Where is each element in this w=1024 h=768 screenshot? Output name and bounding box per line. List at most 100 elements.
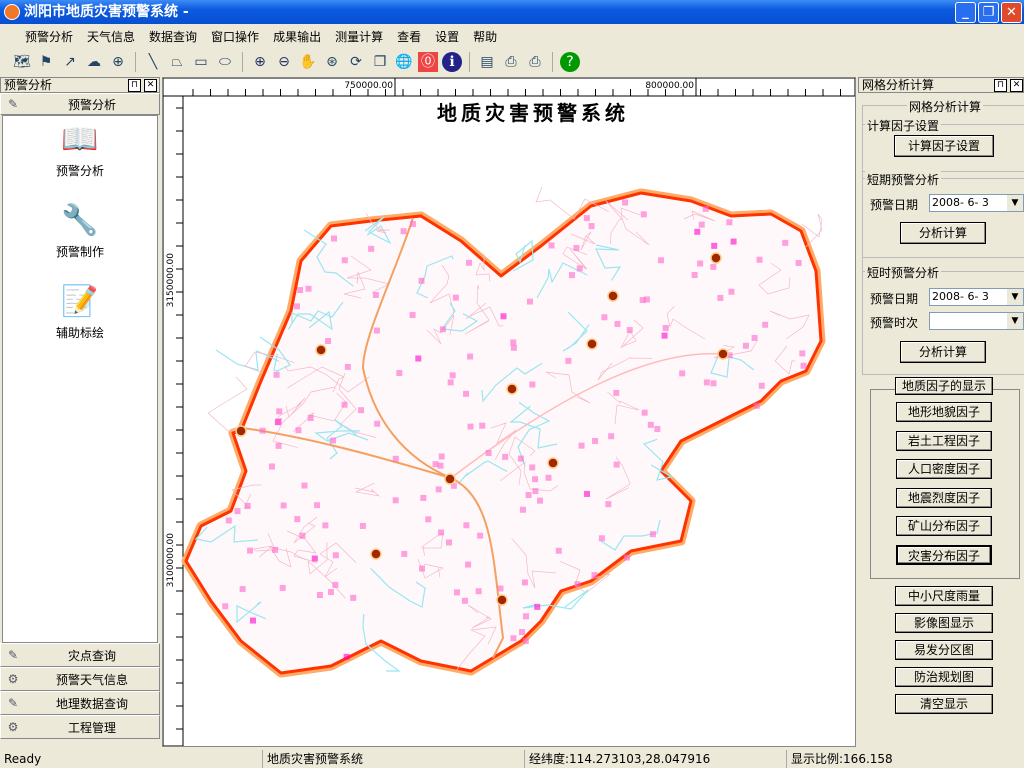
factor-settings-button[interactable]: 计算因子设置 [894,135,994,157]
menu-item[interactable]: 设置 [435,30,460,44]
print-icon[interactable]: ⎙ [505,54,517,70]
section-header[interactable]: ⚙ 预警天气信息 [0,667,160,691]
section-header[interactable]: ⚙ 工程管理 [0,715,160,739]
pin-icon[interactable]: ⊓ [994,79,1007,92]
rectangle-icon[interactable]: ▭ [194,54,208,70]
hazard-cell [762,321,769,328]
close-button[interactable]: ✕ [1001,2,1022,23]
minimize-button[interactable]: _ [955,2,976,23]
flag-icon[interactable]: ⚑ [39,54,53,70]
chevron-down-icon[interactable]: ▼ [1007,195,1023,211]
town-marker[interactable] [547,457,559,469]
hazard-cell [299,532,306,539]
menu-item[interactable]: 查看 [397,30,422,44]
map-layer-button[interactable]: 防治规划图 [895,667,993,687]
target-icon[interactable]: ⊕ [112,54,124,70]
close-icon[interactable]: ✕ [1010,79,1023,92]
hazard-cell [521,579,528,586]
hazard-cell [465,561,472,568]
hazard-cell [461,597,468,604]
hazard-cell [463,390,470,397]
menu-item[interactable]: 天气信息 [87,30,136,44]
panel-tool-item[interactable]: 📝 辅助标绘 [3,284,157,341]
town-marker[interactable] [607,290,619,302]
map-layer-button[interactable]: 清空显示 [895,694,993,714]
town-marker[interactable] [315,344,327,356]
arrow-icon[interactable]: ↗ [64,54,76,70]
map-edit-icon[interactable]: 🗺 [13,54,31,70]
help-icon[interactable]: ? [560,52,580,72]
globe-icon[interactable]: 🌐 [395,54,413,70]
hazard-cell [523,613,530,620]
river [287,366,345,393]
pan-hand-icon[interactable]: ✋ [299,54,317,70]
stop-icon[interactable]: ⓪ [418,52,438,72]
river [570,231,596,251]
close-icon[interactable]: ✕ [144,79,157,92]
image-icon[interactable]: ▤ [480,54,494,70]
panel-tool-item[interactable]: 📖 预警分析 [3,122,157,179]
print-preview-icon[interactable]: ⎙ [529,54,541,70]
river [326,419,358,460]
left-panel: 预警分析 ⊓ ✕ ✎ 预警分析 📖 预警分析 🔧 预警制作 📝 辅助标绘 ✎ 灾点查询 ⚙ 预警天… [0,77,160,747]
town-marker[interactable] [235,425,247,437]
short-time-hour-select[interactable]: ▼ [929,312,1024,330]
zoom-scale-icon[interactable]: ⊛ [326,54,338,70]
info-icon[interactable]: ℹ [442,52,462,72]
hazard-cell [583,215,590,222]
menu-item[interactable]: 帮助 [473,30,498,44]
menu-item[interactable]: 窗口操作 [211,30,260,44]
geo-factor-button[interactable]: 灾害分布因子 [896,544,992,565]
toolbar-separator [552,52,553,72]
pin-icon[interactable]: ⊓ [128,79,141,92]
short-term-date-picker[interactable]: 2008- 6- 3 ▼ [929,194,1024,212]
pen-icon: ✎ [7,97,19,111]
town-marker[interactable] [506,383,518,395]
zoom-in-icon[interactable]: ⊕ [254,54,266,70]
geo-factor-button[interactable]: 地震烈度因子 [896,487,992,508]
section-header[interactable]: ✎ 地理数据查询 [0,691,160,715]
chevron-down-icon[interactable]: ▼ [1007,289,1023,305]
map-view[interactable]: 750000.00 800000.00 3150000.00 3100000.00 地质… [162,77,856,747]
menu-item[interactable]: 预警分析 [25,30,74,44]
town-marker[interactable] [370,548,382,560]
hazard-cell [517,455,524,462]
line-icon[interactable]: ╲ [148,54,158,70]
town-marker[interactable] [586,338,598,350]
menu-item[interactable]: 成果输出 [273,30,322,44]
short-term-analyze-button[interactable]: 分析计算 [900,222,986,244]
refresh-icon[interactable]: ⟳ [350,54,362,70]
geo-factor-button[interactable]: 矿山分布因子 [896,516,992,536]
hazard-cell [800,362,807,369]
map-canvas[interactable]: 750000.00 800000.00 3150000.00 3100000.00 地质… [162,77,856,747]
geo-factor-button[interactable]: 地形地貌因子 [896,402,992,422]
menu-item[interactable]: 测量计算 [335,30,384,44]
town-marker[interactable] [710,252,722,264]
hazard-cell [341,257,348,264]
geo-factor-button[interactable]: 岩土工程因子 [896,430,992,451]
top-ruler [162,77,856,97]
river [362,614,401,672]
hazard-cell [614,320,621,327]
cloud-icon[interactable]: ☁ [87,54,101,70]
map-layer-button[interactable]: 影像图显示 [895,613,993,633]
town-marker[interactable] [496,594,508,606]
ellipse-icon[interactable]: ⬭ [219,54,231,70]
menu-item[interactable]: 数据查询 [149,30,198,44]
section-header-warning[interactable]: ✎ 预警分析 [0,93,160,115]
short-time-analyze-button[interactable]: 分析计算 [900,341,986,363]
town-marker[interactable] [717,348,729,360]
section-header[interactable]: ✎ 灾点查询 [0,643,160,667]
panel-tool-item[interactable]: 🔧 预警制作 [3,203,157,260]
toolbar-separator [135,52,136,72]
polygon-icon[interactable]: ⏢ [171,54,183,70]
map-layer-button[interactable]: 易发分区图 [895,640,993,660]
map-layer-button[interactable]: 中小尺度雨量 [895,586,993,606]
geo-factor-button[interactable]: 人口密度因子 [896,459,992,479]
zoom-out-icon[interactable]: ⊖ [278,54,290,70]
copy-icon[interactable]: ❐ [373,54,387,70]
town-marker[interactable] [444,473,456,485]
maximize-button[interactable]: ❐ [978,2,999,23]
chevron-down-icon[interactable]: ▼ [1007,313,1023,329]
short-time-date-picker[interactable]: 2008- 6- 3 ▼ [929,288,1024,306]
